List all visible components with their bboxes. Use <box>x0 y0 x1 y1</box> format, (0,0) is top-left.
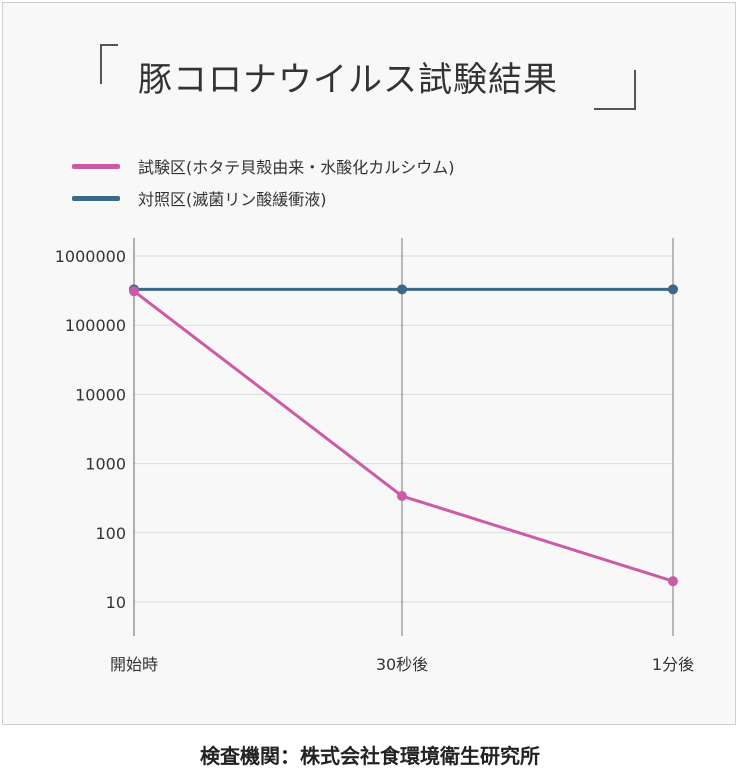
legend-label-test: 試験区(ホタテ貝殻由来・水酸化カルシウム) <box>138 158 455 177</box>
y-tick-label: 10 <box>106 593 126 612</box>
x-tick-label: 1分後 <box>652 655 694 674</box>
legend: 試験区(ホタテ貝殻由来・水酸化カルシウム) 対照区(滅菌リン酸緩衝液) <box>72 150 455 214</box>
legend-swatch-test <box>72 163 120 169</box>
x-tick-label: 30秒後 <box>376 655 428 674</box>
chart-card <box>2 2 736 725</box>
data-point-control <box>397 284 407 295</box>
y-tick-label: 10000 <box>75 385 126 404</box>
footer-credit: 検査機関：株式会社食環境衛生研究所 <box>200 744 540 768</box>
legend-item-test: 試験区(ホタテ貝殻由来・水酸化カルシウム) <box>72 150 455 182</box>
y-tick-label: 100 <box>95 524 126 543</box>
title-bracket-close <box>594 70 636 110</box>
legend-label-control: 対照区(滅菌リン酸緩衝液) <box>138 190 327 209</box>
data-point-test <box>397 491 407 502</box>
y-tick-label: 100000 <box>65 316 126 335</box>
y-tick-label: 1000 <box>85 455 126 474</box>
data-point-control <box>668 284 678 295</box>
chart-title: 豚コロナウイルス試験結果 <box>138 60 558 100</box>
legend-item-control: 対照区(滅菌リン酸緩衝液) <box>72 182 455 214</box>
title-bracket-open <box>100 44 118 84</box>
data-point-test <box>129 286 139 297</box>
data-point-test <box>668 576 678 587</box>
y-tick-label: 1000000 <box>55 247 126 266</box>
legend-swatch-control <box>72 195 120 201</box>
series-line-test <box>133 290 674 583</box>
line-chart: 1000000 100000 10000 1000 100 10 開始時 30秒後 1分後 <box>55 238 694 674</box>
x-tick-label: 開始時 <box>110 655 158 674</box>
